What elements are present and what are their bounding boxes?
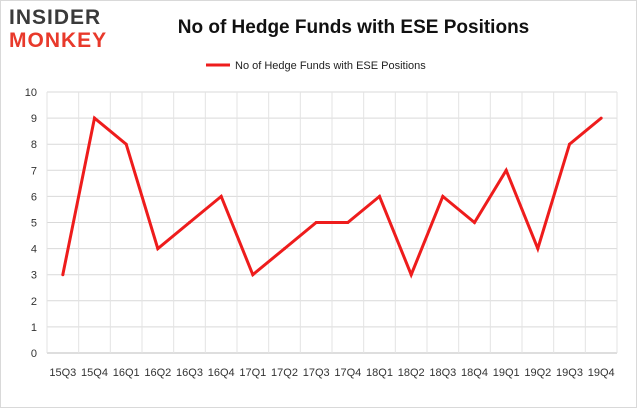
x-tick-label: 19Q2	[524, 367, 551, 379]
x-tick-label: 16Q4	[208, 367, 235, 379]
x-tick-label: 18Q1	[366, 367, 393, 379]
chart-title: No of Hedge Funds with ESE Positions	[177, 17, 530, 38]
x-tick-label: 16Q3	[176, 367, 203, 379]
x-tick-label: 18Q4	[461, 367, 488, 379]
series-line	[61, 115, 603, 279]
series-group	[61, 115, 603, 279]
data-point	[219, 194, 223, 198]
logo-line-1: INSIDER	[9, 6, 102, 29]
y-tick-label: 2	[31, 296, 37, 308]
x-tick-label: 17Q2	[271, 367, 298, 379]
y-tick-label: 7	[31, 165, 37, 177]
legend-label: No of Hedge Funds with ESE Positions	[235, 60, 426, 72]
y-tick-label: 3	[31, 270, 37, 282]
x-tick-label: 17Q4	[334, 367, 361, 379]
data-point	[378, 194, 381, 198]
y-tick-label: 9	[31, 113, 37, 125]
y-tick-label: 10	[25, 87, 37, 99]
y-tick-label: 6	[31, 191, 37, 203]
y-tick-label: 5	[31, 218, 37, 230]
x-tick-label: 16Q1	[113, 367, 140, 379]
x-tick-label: 17Q3	[303, 367, 330, 379]
data-point	[473, 221, 476, 224]
y-axis: 0 1 2 3 4 5 6 7 8 9 10	[25, 87, 37, 360]
y-tick-label: 0	[31, 348, 37, 360]
data-point	[93, 116, 96, 120]
grid	[46, 91, 618, 354]
data-point	[283, 247, 286, 251]
data-point	[536, 247, 540, 251]
x-tick-label: 19Q3	[556, 367, 583, 379]
y-tick-label: 1	[31, 322, 37, 334]
data-point	[409, 273, 413, 277]
data-point	[61, 273, 65, 277]
legend: No of Hedge Funds with ESE Positions	[206, 60, 426, 72]
data-point	[251, 273, 255, 277]
data-point	[346, 221, 350, 224]
logo-line-2: MONKEY	[9, 29, 108, 52]
data-point	[568, 142, 571, 146]
insider-monkey-logo: INSIDER MONKEY	[9, 7, 121, 51]
y-tick-label: 4	[31, 244, 37, 256]
data-point	[156, 247, 160, 251]
data-point	[599, 116, 603, 120]
x-tick-label: 18Q2	[398, 367, 425, 379]
x-tick-label: 18Q3	[429, 367, 456, 379]
data-point	[314, 221, 318, 224]
x-tick-label: 15Q4	[81, 367, 108, 379]
data-point	[504, 168, 508, 172]
data-point	[124, 142, 128, 146]
x-tick-label: 19Q4	[588, 367, 615, 379]
data-point	[188, 221, 191, 224]
y-tick-label: 8	[31, 139, 37, 151]
x-tick-label: 19Q1	[493, 367, 520, 379]
x-tick-label: 15Q3	[49, 367, 76, 379]
x-tick-label: 16Q2	[144, 367, 171, 379]
x-tick-label: 17Q1	[239, 367, 266, 379]
x-axis: 15Q3 15Q4 16Q1 16Q2 16Q3 16Q4 17Q1 17Q2 17Q3 17Q4…	[49, 367, 614, 379]
data-point	[441, 194, 445, 198]
